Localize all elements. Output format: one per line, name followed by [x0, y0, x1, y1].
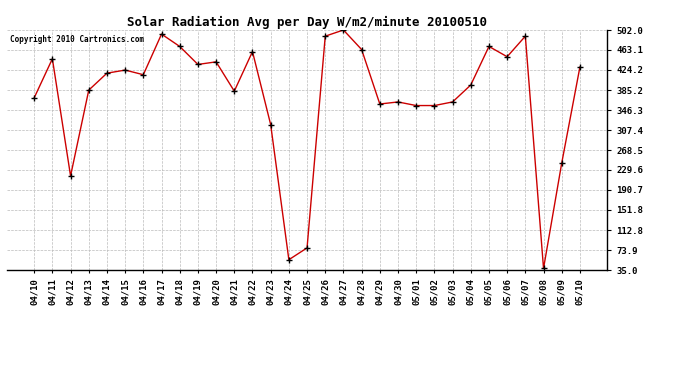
Text: Copyright 2010 Cartronics.com: Copyright 2010 Cartronics.com [10, 35, 144, 44]
Title: Solar Radiation Avg per Day W/m2/minute 20100510: Solar Radiation Avg per Day W/m2/minute … [127, 16, 487, 29]
